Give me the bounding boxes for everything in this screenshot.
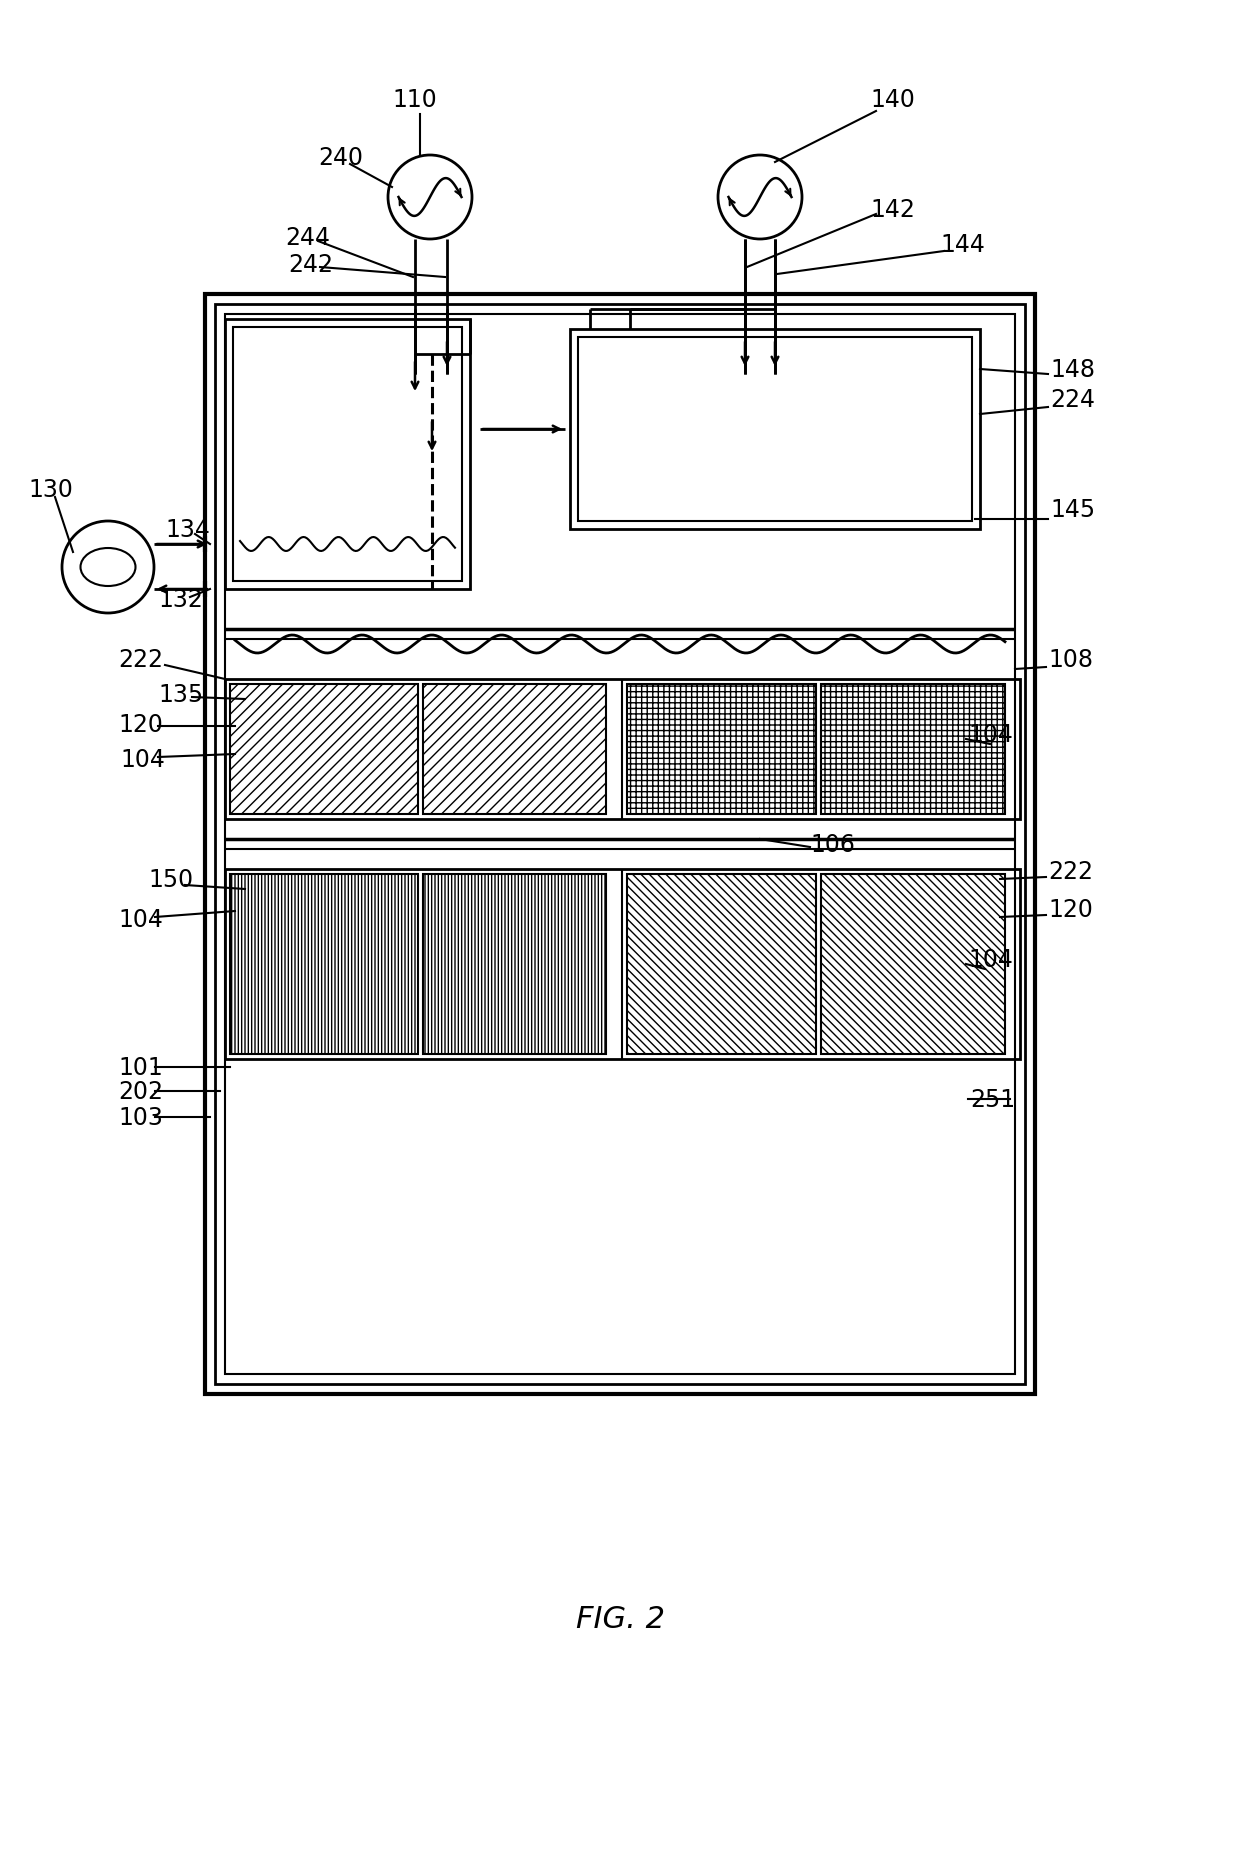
Text: 148: 148 xyxy=(1050,358,1095,382)
Bar xyxy=(821,875,1004,1054)
Text: 108: 108 xyxy=(1048,648,1092,672)
Text: 144: 144 xyxy=(940,232,985,257)
Text: 244: 244 xyxy=(285,227,330,249)
Bar xyxy=(423,875,606,1054)
Bar xyxy=(224,869,1021,1060)
Bar xyxy=(205,294,1035,1394)
Bar xyxy=(423,686,606,815)
Bar xyxy=(229,686,418,815)
Bar xyxy=(215,305,1025,1384)
Bar xyxy=(233,328,463,583)
Text: 110: 110 xyxy=(393,88,438,112)
Text: 120: 120 xyxy=(1048,897,1092,922)
Text: 120: 120 xyxy=(118,712,162,736)
Bar xyxy=(627,686,816,815)
Text: 101: 101 xyxy=(118,1056,162,1079)
Text: 103: 103 xyxy=(118,1105,162,1129)
Text: 140: 140 xyxy=(870,88,915,112)
Text: 222: 222 xyxy=(1048,860,1092,884)
Text: 202: 202 xyxy=(118,1079,162,1103)
Text: 134: 134 xyxy=(165,517,210,541)
Text: 224: 224 xyxy=(1050,388,1095,412)
Text: 104: 104 xyxy=(118,908,162,931)
Bar xyxy=(229,875,418,1054)
Text: 242: 242 xyxy=(288,253,334,277)
Text: FIG. 2: FIG. 2 xyxy=(575,1605,665,1633)
Text: 135: 135 xyxy=(157,682,203,706)
Bar xyxy=(224,315,1016,1375)
Text: 106: 106 xyxy=(810,833,854,856)
Text: 130: 130 xyxy=(29,478,73,502)
Text: 104: 104 xyxy=(120,747,165,772)
Bar xyxy=(627,875,816,1054)
Text: 150: 150 xyxy=(148,867,193,892)
Text: 145: 145 xyxy=(1050,498,1095,523)
Text: 142: 142 xyxy=(870,199,915,221)
Bar xyxy=(224,320,470,590)
Bar xyxy=(224,680,1021,820)
Text: 240: 240 xyxy=(317,146,363,170)
Bar xyxy=(821,686,1004,815)
Text: 104: 104 xyxy=(968,723,1013,747)
Text: 132: 132 xyxy=(157,588,203,612)
Text: 104: 104 xyxy=(968,948,1013,972)
Text: 251: 251 xyxy=(970,1088,1016,1111)
Bar xyxy=(578,337,972,523)
Text: 222: 222 xyxy=(118,648,162,672)
Bar xyxy=(570,330,980,530)
